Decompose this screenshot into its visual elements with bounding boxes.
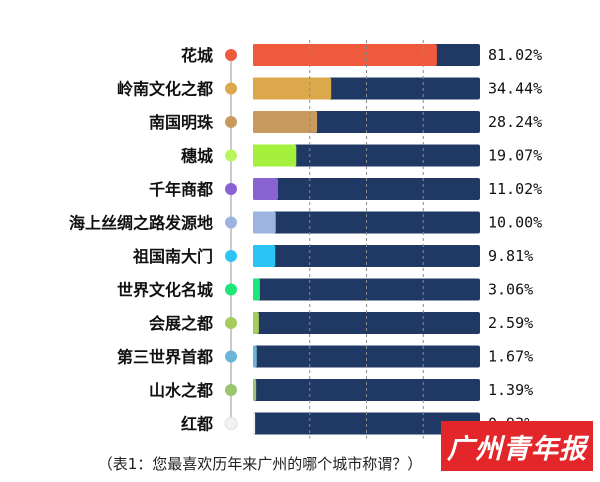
category-dot — [225, 49, 237, 61]
bar — [253, 77, 332, 100]
bar — [253, 144, 297, 167]
watermark-logo: 广州青年报 — [441, 421, 593, 471]
value-label: 81.02% — [488, 46, 542, 64]
bar — [253, 412, 256, 435]
category-dot — [225, 116, 237, 128]
bar — [253, 178, 279, 200]
bar — [253, 44, 437, 66]
bar — [253, 245, 276, 267]
category-label: 南国明珠 — [149, 113, 214, 132]
bar-row: 穗城 19.07% — [181, 144, 542, 167]
category-label: 岭南文化之都 — [117, 80, 213, 99]
bar — [253, 111, 318, 133]
value-label: 2.59% — [488, 314, 533, 332]
category-label: 世界文化名城 — [117, 281, 213, 300]
value-label: 11.02% — [488, 180, 542, 198]
category-dot — [225, 250, 237, 262]
bar — [253, 379, 257, 401]
bar-row: 山水之都 1.39% — [149, 379, 533, 401]
category-label: 祖国南大门 — [132, 247, 213, 266]
bar-row: 会展之都 2.59% — [149, 312, 533, 334]
category-label: 花城 — [181, 46, 213, 65]
bar-row: 花城 81.02% — [181, 44, 542, 66]
value-label: 19.07% — [488, 147, 542, 165]
bar — [253, 278, 260, 301]
category-dot — [225, 317, 237, 329]
bar — [253, 312, 259, 334]
value-label: 3.06% — [488, 281, 533, 299]
value-label: 1.39% — [488, 381, 533, 399]
category-label: 山水之都 — [149, 381, 213, 400]
bar-row: 第三世界首都 1.67% — [117, 345, 533, 368]
category-label: 穗城 — [181, 147, 213, 166]
category-label: 千年商都 — [149, 180, 213, 199]
category-dot — [225, 82, 237, 95]
bar — [253, 211, 276, 234]
watermark-text: 广州青年报 — [447, 433, 587, 465]
value-label: 1.67% — [488, 348, 533, 366]
bar-row: 岭南文化之都 34.44% — [117, 77, 542, 100]
category-label: 红都 — [181, 415, 213, 434]
category-dot — [224, 417, 238, 430]
category-dot — [225, 216, 237, 229]
category-dot — [225, 149, 237, 162]
category-dot — [225, 283, 237, 296]
bar — [253, 345, 257, 368]
value-label: 9.81% — [488, 247, 533, 265]
bar-row: 南国明珠 28.24% — [149, 111, 542, 133]
value-label: 10.00% — [488, 214, 542, 232]
category-label: 第三世界首都 — [117, 348, 213, 367]
bar-row: 海上丝绸之路发源地 10.00% — [69, 211, 542, 234]
value-label: 34.44% — [488, 80, 542, 98]
category-label: 海上丝绸之路发源地 — [69, 214, 213, 233]
bar-row: 世界文化名城 3.06% — [117, 278, 533, 301]
bar-row: 千年商都 11.02% — [149, 178, 542, 200]
bar-track — [253, 345, 480, 368]
bar-row: 祖国南大门 9.81% — [132, 245, 533, 267]
chart-caption: （表1：您最喜欢历年来广州的哪个城市称谓？） — [97, 455, 423, 473]
category-dot — [225, 183, 237, 195]
category-label: 会展之都 — [149, 314, 213, 333]
category-dot — [225, 350, 237, 363]
bar-track — [253, 178, 480, 200]
category-dot — [225, 384, 237, 396]
value-label: 28.24% — [488, 113, 542, 131]
